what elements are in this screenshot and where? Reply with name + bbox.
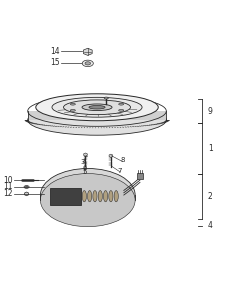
Ellipse shape [119,103,124,105]
Ellipse shape [28,105,166,135]
Ellipse shape [82,104,112,111]
Text: 6: 6 [82,166,87,172]
Text: 7: 7 [118,168,122,174]
Ellipse shape [82,190,86,202]
Text: 9: 9 [208,106,213,116]
Text: 3: 3 [81,158,85,164]
Ellipse shape [89,106,105,109]
Text: 5: 5 [82,169,86,175]
Ellipse shape [104,97,108,99]
Ellipse shape [98,190,102,202]
Polygon shape [109,154,113,158]
Text: 8: 8 [120,158,125,164]
Ellipse shape [52,98,142,117]
Ellipse shape [103,190,108,202]
Text: 11: 11 [3,182,13,191]
Ellipse shape [25,186,28,188]
Ellipse shape [85,62,91,65]
Ellipse shape [24,186,29,188]
Text: 4: 4 [208,221,213,230]
Bar [137,173,143,179]
Ellipse shape [40,174,135,227]
Ellipse shape [119,110,124,111]
Polygon shape [28,111,166,120]
Text: 15: 15 [50,58,60,67]
Ellipse shape [109,190,113,202]
Ellipse shape [70,110,75,111]
Ellipse shape [40,169,135,222]
Ellipse shape [114,190,118,202]
Ellipse shape [93,190,97,202]
Text: 10: 10 [3,176,13,184]
Bar [50,188,81,206]
Text: 1: 1 [208,144,213,153]
Ellipse shape [70,103,75,105]
Polygon shape [84,153,87,156]
Text: 14: 14 [50,46,60,56]
Ellipse shape [82,60,93,67]
Ellipse shape [64,100,131,115]
Ellipse shape [36,94,158,121]
Ellipse shape [88,190,92,202]
Polygon shape [24,192,29,196]
Polygon shape [83,48,92,56]
Text: 2: 2 [208,192,213,201]
Text: 12: 12 [3,189,13,198]
Polygon shape [40,195,135,200]
